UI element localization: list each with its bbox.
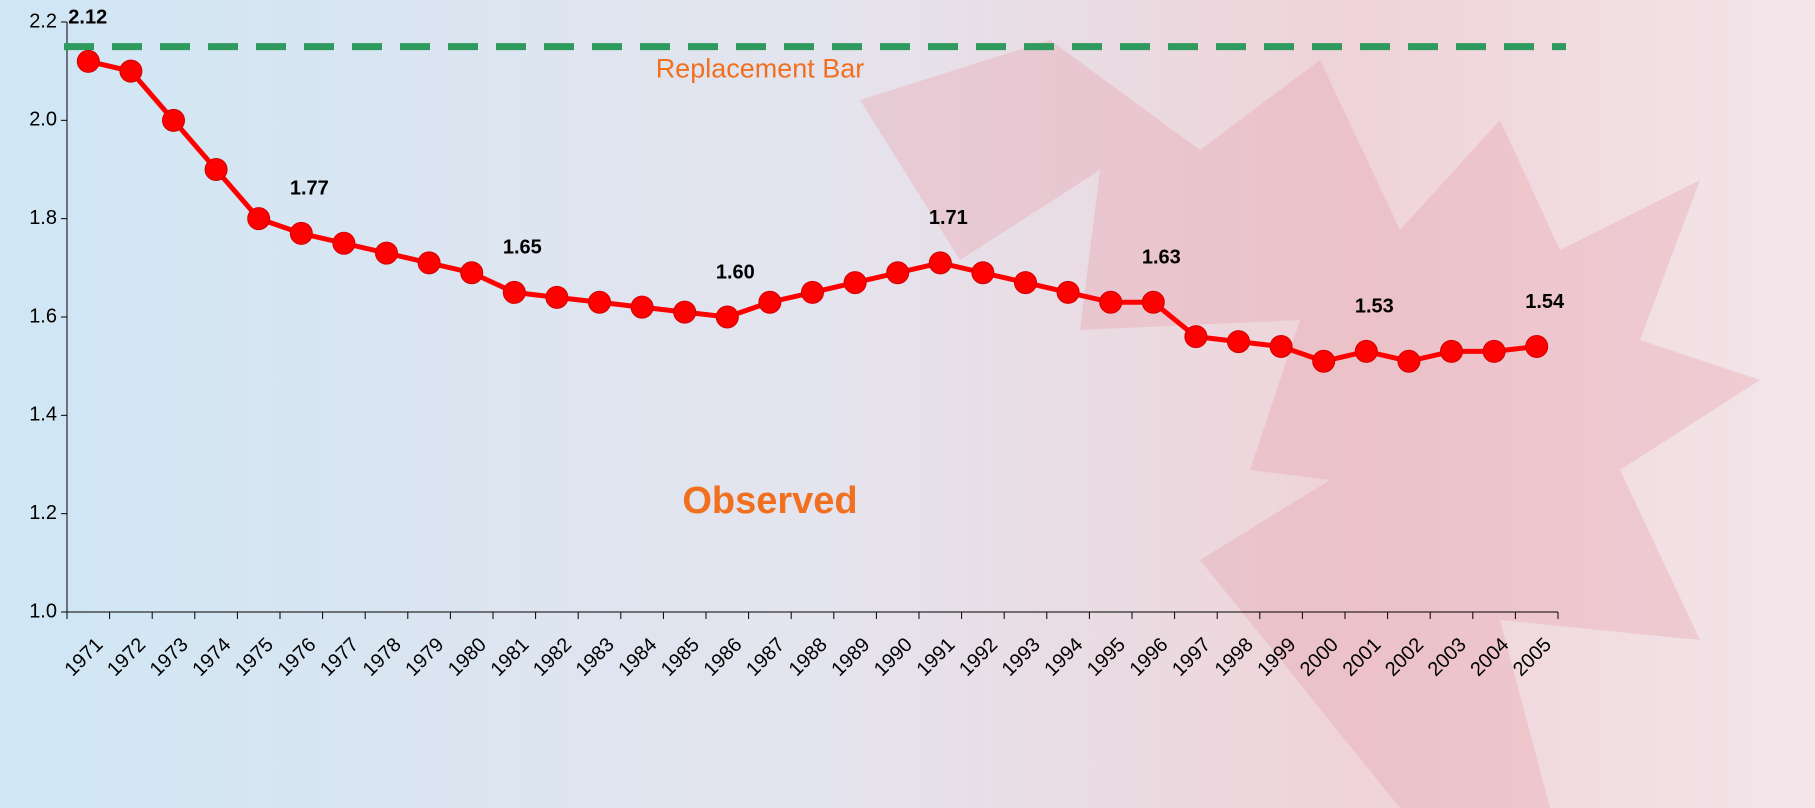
point xyxy=(971,261,995,285)
point xyxy=(630,295,654,319)
point xyxy=(1141,290,1165,314)
point xyxy=(247,207,271,231)
point xyxy=(1099,290,1123,314)
y-tick-label: 1.6 xyxy=(29,305,57,327)
y-tick-label: 1.4 xyxy=(29,404,57,426)
maple-leaf xyxy=(860,40,1760,808)
point xyxy=(502,280,526,304)
point xyxy=(1014,271,1037,295)
point xyxy=(673,300,697,324)
y-tick-label: 1.8 xyxy=(29,207,57,229)
point xyxy=(758,290,782,314)
y-tick-label: 2.2 xyxy=(29,10,57,32)
point xyxy=(417,251,441,275)
point xyxy=(162,108,185,132)
y-tick-label: 1.0 xyxy=(29,600,57,622)
point xyxy=(545,285,569,309)
data-label: 1.65 xyxy=(503,237,542,259)
data-label: 1.60 xyxy=(716,261,755,283)
y-tick-label: 1.2 xyxy=(29,502,57,524)
point xyxy=(801,280,824,304)
point xyxy=(1269,335,1293,358)
point xyxy=(928,251,952,275)
point xyxy=(843,271,867,295)
point xyxy=(715,305,739,329)
point xyxy=(1227,330,1250,354)
point xyxy=(588,290,611,314)
point xyxy=(886,261,910,285)
data-label: 1.53 xyxy=(1355,296,1394,318)
point xyxy=(375,241,398,265)
point xyxy=(332,231,356,255)
data-label: 1.54 xyxy=(1525,291,1565,313)
point xyxy=(204,158,228,181)
y-tick-label: 2.0 xyxy=(29,109,57,131)
data-label: 2.12 xyxy=(68,7,107,29)
data-label: 1.71 xyxy=(929,207,968,229)
point xyxy=(1184,325,1208,349)
data-label: 1.77 xyxy=(290,178,329,200)
annotation: Observed xyxy=(682,480,857,522)
point xyxy=(76,49,100,73)
point xyxy=(1482,339,1506,363)
point xyxy=(1525,335,1549,358)
reference-label: Replacement Bar xyxy=(656,54,865,84)
point xyxy=(119,59,143,83)
point xyxy=(1440,339,1463,363)
point xyxy=(460,261,484,285)
point xyxy=(289,221,313,245)
point xyxy=(1056,280,1080,304)
point xyxy=(1397,349,1421,373)
data-label: 1.63 xyxy=(1142,247,1181,269)
point xyxy=(1312,349,1336,373)
point xyxy=(1354,339,1378,363)
